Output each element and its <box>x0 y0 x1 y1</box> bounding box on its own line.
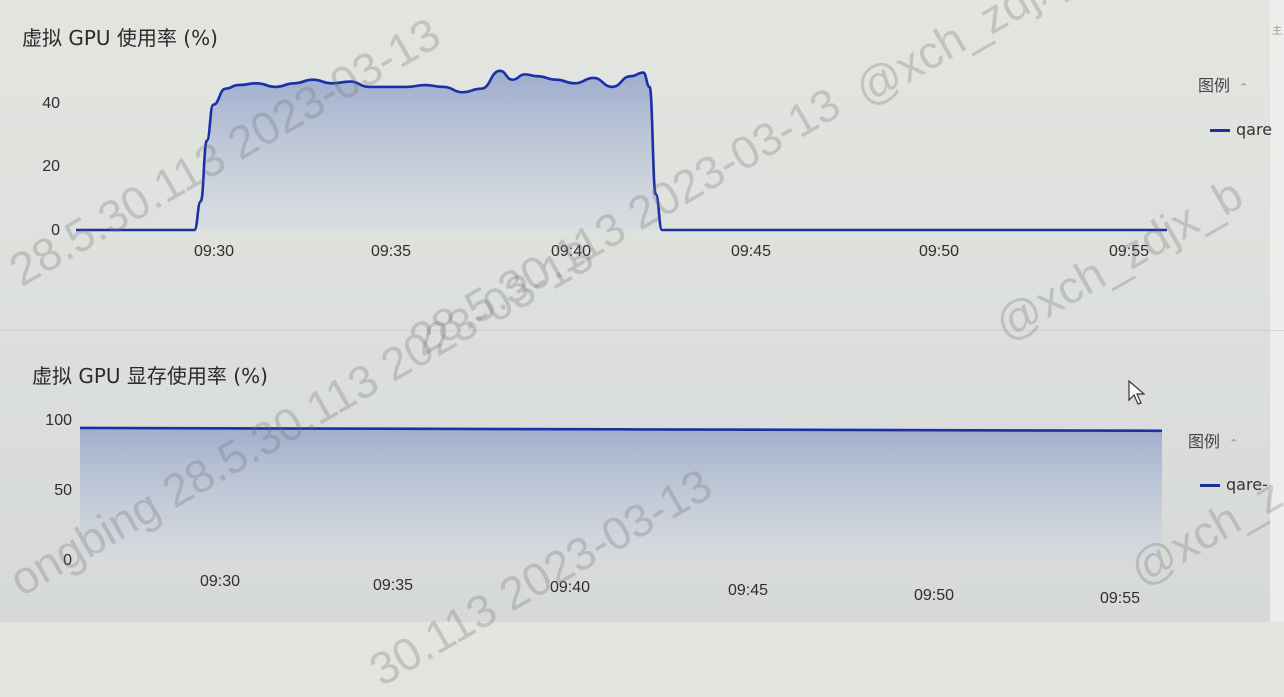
y-tick-label: 20 <box>42 158 60 175</box>
y-tick-label: 50 <box>54 482 72 499</box>
x-tick-label: 09:30 <box>200 573 240 590</box>
legend-toggle-2[interactable]: 图例 ⌃ <box>1188 428 1238 452</box>
series-line <box>75 69 1167 232</box>
legend-title: 图例 <box>1188 432 1221 451</box>
legend-swatch <box>1210 129 1230 132</box>
x-tick-label: 09:45 <box>731 243 771 260</box>
chart-divider <box>0 330 1284 331</box>
legend-item-2[interactable]: qare- <box>1200 475 1268 494</box>
chevron-icon: ⌃ <box>1239 81 1249 94</box>
x-tick-label: 09:45 <box>728 582 768 599</box>
series-line <box>79 426 1163 433</box>
chevron-icon: ⌃ <box>1229 437 1239 450</box>
y-tick-label: 100 <box>45 412 72 429</box>
series-area-fill <box>76 70 1167 231</box>
x-tick-label: 09:30 <box>194 243 234 260</box>
y-tick-label: 0 <box>51 222 60 239</box>
y-tick-label: 0 <box>63 552 72 569</box>
window-edge: 主 <box>1270 0 1284 622</box>
gpu-usage-chart: 09:30 09:35 09:40 09:45 09:50 09:55 0 20 40 09:30… <box>42 69 1167 607</box>
edge-glyph: 主 <box>1272 26 1282 37</box>
y-tick-label: 40 <box>42 95 60 112</box>
x-tick-label: 09:55 <box>1100 590 1140 607</box>
series-area-fill <box>80 427 1162 560</box>
x-tick-label: 09:40 <box>550 579 590 596</box>
legend-label: qare <box>1236 120 1273 139</box>
mouse-cursor-icon <box>1128 380 1146 405</box>
gpu-usage-chart-title: 虚拟 GPU 使用率 (%) <box>22 26 218 50</box>
gpu-memory-chart-title: 虚拟 GPU 显存使用率 (%) <box>32 364 268 388</box>
x-tick-label: 09:50 <box>914 587 954 604</box>
x-tick-label: 09:55 <box>1109 243 1149 260</box>
x-tick-label: 09:35 <box>373 577 413 594</box>
legend-title: 图例 <box>1198 76 1231 95</box>
legend-toggle-1[interactable]: 图例 ⌃ <box>1198 72 1248 96</box>
legend-label: qare- <box>1226 475 1268 494</box>
legend-swatch <box>1200 484 1220 487</box>
x-tick-label: 09:40 <box>551 243 591 260</box>
legend-item-1[interactable]: qare <box>1210 120 1272 139</box>
x-tick-label: 09:50 <box>919 243 959 260</box>
x-tick-label: 09:35 <box>371 243 411 260</box>
